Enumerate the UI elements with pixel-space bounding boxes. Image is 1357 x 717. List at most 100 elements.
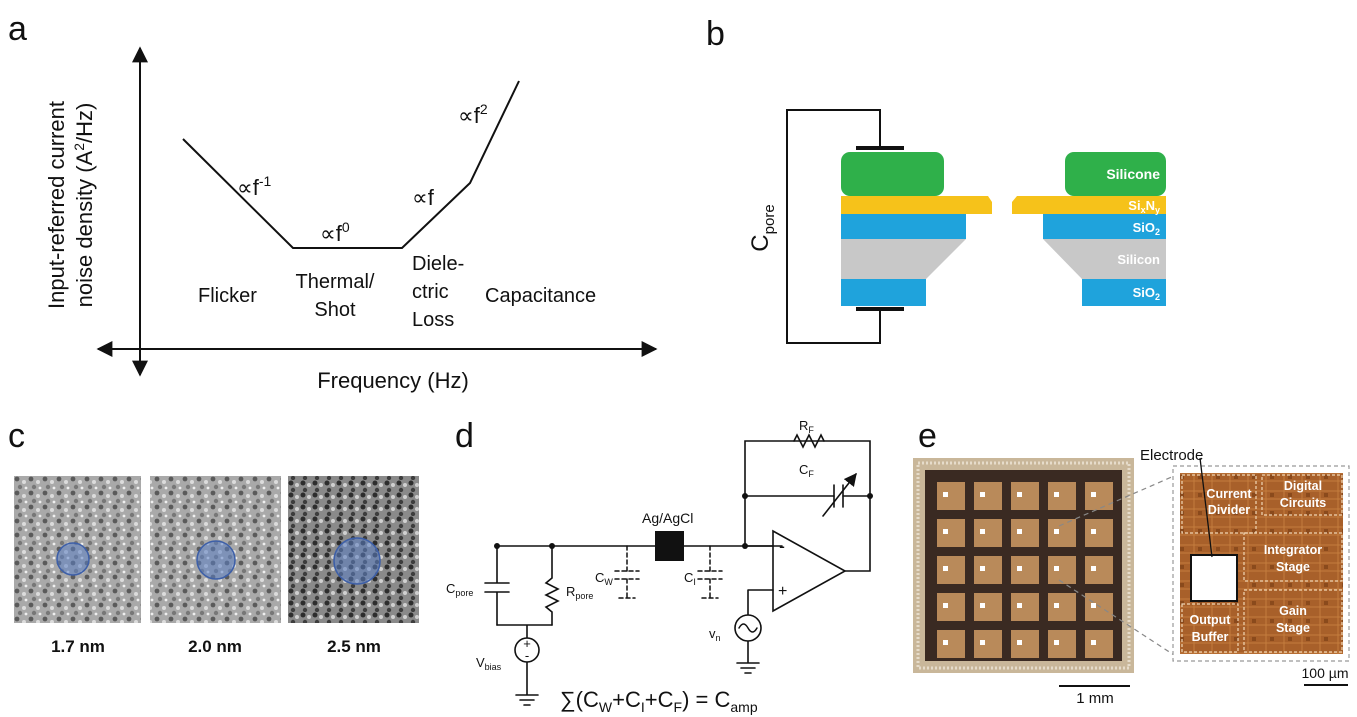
- capacitance-loop: [786, 109, 881, 344]
- block-output-2: Buffer: [1192, 630, 1229, 644]
- sio2-top-left: [841, 214, 966, 239]
- electrode-pad: [974, 630, 1002, 658]
- panel-c-label: c: [8, 417, 25, 455]
- block-gain-2: Stage: [1276, 621, 1310, 635]
- pore-1: [56, 542, 90, 576]
- region-capacitance: Capacitance: [485, 285, 596, 307]
- opamp-plus: +: [778, 583, 787, 600]
- electrode-pad: [937, 519, 965, 547]
- svg-text:Cpore: Cpore: [747, 204, 778, 251]
- vn-label: vn: [709, 626, 721, 643]
- electrode-pad: [937, 556, 965, 584]
- electrode-dot: [1091, 529, 1096, 534]
- electrode-dot: [1054, 492, 1059, 497]
- cf-label: CF: [799, 462, 814, 479]
- electrode-dot: [980, 492, 985, 497]
- electrode-dot: [1054, 603, 1059, 608]
- vbias-plus: +: [523, 636, 531, 651]
- sio2-bottom-left: [841, 279, 926, 306]
- electrode-dot: [1017, 640, 1022, 645]
- scale-text-left: 1 mm: [1076, 690, 1114, 707]
- noise-curve: [182, 80, 520, 249]
- cw-label: CW: [595, 570, 613, 587]
- svg-text:Input-referred current: Input-referred current: [44, 101, 69, 309]
- c-pore-label: Cpore: [747, 204, 778, 251]
- node-4: [742, 493, 748, 499]
- vbias-label: Vbias: [476, 655, 502, 672]
- electrode-dot: [1091, 640, 1096, 645]
- pore-size-3: 2.5 nm: [327, 637, 381, 656]
- electrode-dot: [980, 566, 985, 571]
- block-integrator-1: Integrator: [1264, 543, 1322, 557]
- electrode-pad: [937, 630, 965, 658]
- electrode-pad: [974, 593, 1002, 621]
- panel-e-label: e: [918, 417, 937, 455]
- electrode-pad: [1011, 593, 1039, 621]
- electrode-dot: [943, 492, 948, 497]
- label-silicon: Silicon: [1117, 252, 1160, 267]
- block-current-1: Current: [1206, 487, 1252, 501]
- panel-d-label: d: [455, 417, 474, 455]
- region-dielectric-1: Diele-: [412, 253, 464, 275]
- electrode-dot: [943, 566, 948, 571]
- pore-2: [196, 540, 236, 580]
- electrode-pad: [1011, 482, 1039, 510]
- electrode-pad: [1048, 556, 1076, 584]
- panel-b-label: b: [706, 15, 725, 53]
- electrode-dot: [1091, 492, 1096, 497]
- electrode-pad: [1085, 519, 1113, 547]
- x-axis-label: Frequency (Hz): [317, 368, 469, 393]
- electrode-dot: [1017, 603, 1022, 608]
- electrode-pad: [1048, 482, 1076, 510]
- electrode-pad: [1085, 482, 1113, 510]
- electrode-dot: [980, 603, 985, 608]
- scale-text-right: 100 µm: [1302, 665, 1349, 681]
- ag-agcl-label: Ag/AgCl: [642, 510, 693, 526]
- electrode-pad: [1085, 556, 1113, 584]
- electrode-pad: [1048, 593, 1076, 621]
- block-gain-1: Gain: [1279, 604, 1307, 618]
- pore-size-2: 2.0 nm: [188, 637, 242, 656]
- region-thermal-1: Thermal/: [296, 271, 375, 293]
- zoom-line-top: [1058, 475, 1175, 527]
- rf-label: RF: [799, 418, 814, 435]
- electrode-pad: [1085, 630, 1113, 658]
- silicon-right: [1043, 239, 1166, 279]
- electrode-pad: [937, 482, 965, 510]
- rpore-label: Rpore: [566, 584, 593, 601]
- top-electrode: [856, 146, 904, 150]
- slope-label-2: ∝f0: [320, 219, 350, 246]
- electrode-pad: [974, 482, 1002, 510]
- electrode-dot: [1054, 640, 1059, 645]
- silicon-left: [841, 239, 966, 279]
- capacitance-equation: ∑(CW+CI+CF) = Camp: [560, 687, 758, 715]
- label-silicone: Silicone: [1106, 166, 1160, 182]
- block-digital-2: Circuits: [1280, 496, 1327, 510]
- electrode-pad: [1011, 556, 1039, 584]
- electrode-pad: [1011, 630, 1039, 658]
- region-thermal-2: Shot: [314, 299, 356, 321]
- electrode-dot: [1017, 566, 1022, 571]
- sio2-top-right: [1043, 214, 1166, 239]
- electrode-dot: [943, 640, 948, 645]
- panel-d: d: [446, 417, 873, 715]
- silicone-left: [841, 152, 944, 196]
- electrode-pad: [1048, 519, 1076, 547]
- parasitic-caps: [614, 545, 723, 599]
- circuit-wires: [484, 433, 871, 706]
- svg-text:noise density (A2/Hz): noise density (A2/Hz): [71, 103, 97, 308]
- y-axis-label: Input-referred current noise density (A2…: [44, 101, 97, 309]
- opamp-minus: -: [779, 536, 785, 556]
- vbias-minus: -: [525, 648, 529, 663]
- cpore-label: Cpore: [446, 581, 473, 598]
- block-outlines: [1181, 474, 1343, 653]
- panel-a-label: a: [8, 10, 27, 48]
- electrode-label: Electrode: [1140, 447, 1203, 464]
- sinx-right: [1012, 196, 1166, 214]
- block-integrator-2: Stage: [1276, 560, 1310, 574]
- electrode-dot: [1017, 492, 1022, 497]
- region-flicker: Flicker: [198, 285, 257, 307]
- electrode-square: [1190, 554, 1238, 602]
- panel-a: a Input-referred current noise density (…: [8, 10, 658, 393]
